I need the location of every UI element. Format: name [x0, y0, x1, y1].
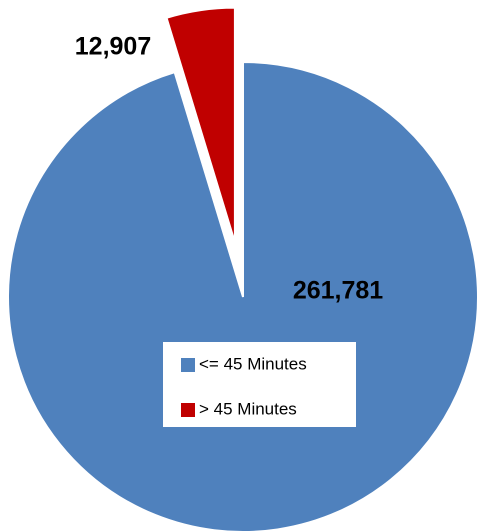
- legend-swatch: [181, 358, 195, 372]
- legend-box: [163, 342, 356, 427]
- value-label: 261,781: [293, 277, 383, 305]
- legend-label: <= 45 Minutes: [199, 354, 307, 373]
- pie-slice: [165, 6, 236, 243]
- legend-label: > 45 Minutes: [199, 399, 297, 418]
- value-label: 12,907: [75, 33, 151, 61]
- legend-swatch: [181, 403, 195, 417]
- pie-slice: [7, 60, 479, 532]
